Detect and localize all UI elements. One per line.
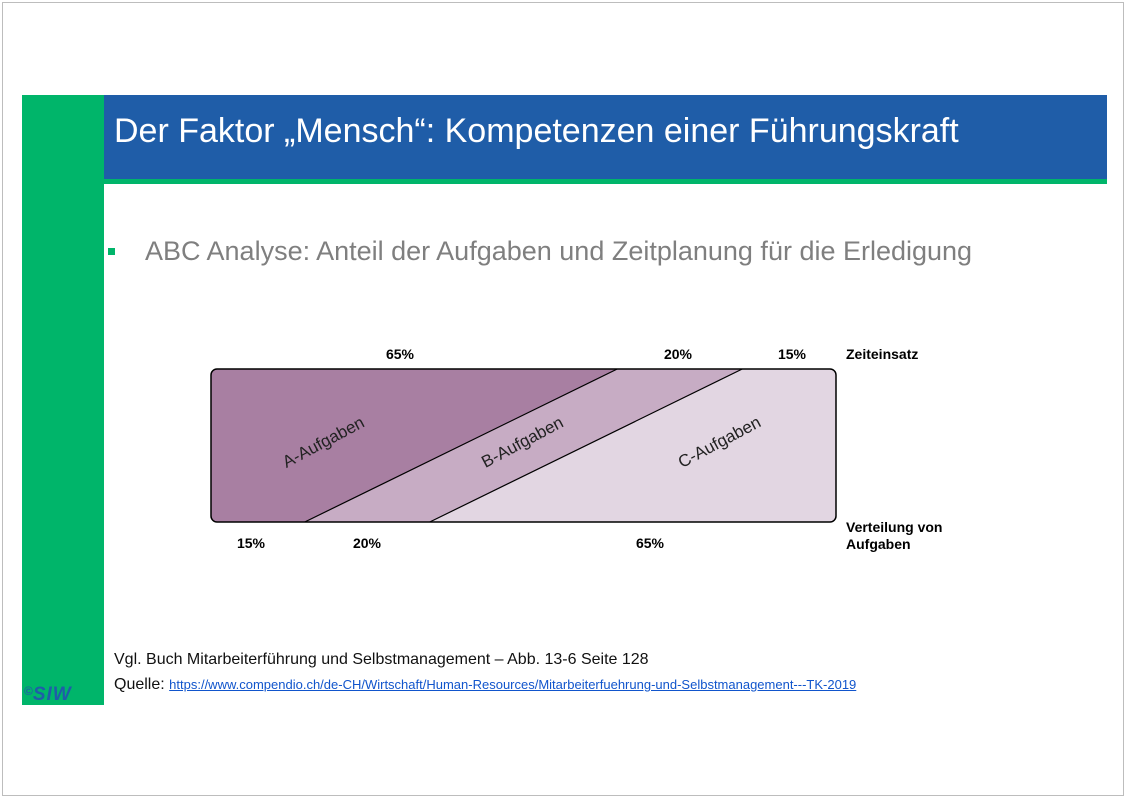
a-tasks-region bbox=[211, 369, 618, 522]
bullet-marker bbox=[108, 248, 115, 255]
diagram-border bbox=[210, 368, 837, 523]
title-bar bbox=[104, 95, 1107, 179]
siw-logo: ©SIW bbox=[24, 684, 72, 706]
zeiteinsatz-b-value: 20% bbox=[664, 346, 693, 362]
zeiteinsatz-c-value: 15% bbox=[778, 346, 807, 362]
source-label: Quelle: bbox=[114, 676, 165, 693]
verteilung-axis-label-line1: Verteilung von bbox=[846, 519, 942, 535]
source-line: Quelle: https://www.compendio.ch/de-CH/W… bbox=[114, 676, 856, 694]
verteilung-a-value: 15% bbox=[237, 535, 266, 551]
bc-divider-line bbox=[429, 368, 743, 523]
verteilung-axis-label-line2: Aufgaben bbox=[846, 536, 911, 552]
source-link[interactable]: https://www.compendio.ch/de-CH/Wirtschaf… bbox=[169, 677, 857, 692]
page-title: Der Faktor „Mensch“: Kompetenzen einer F… bbox=[114, 112, 959, 150]
zeiteinsatz-a-value: 65% bbox=[386, 346, 415, 362]
verteilung-b-value: 20% bbox=[353, 535, 382, 551]
verteilung-c-value: 65% bbox=[636, 535, 665, 551]
sidebar-accent-bar bbox=[22, 95, 104, 705]
zeiteinsatz-axis-label: Zeiteinsatz bbox=[846, 346, 918, 362]
copyright-symbol: © bbox=[24, 684, 33, 698]
book-reference: Vgl. Buch Mitarbeiterführung und Selbstm… bbox=[114, 651, 649, 668]
title-underline bbox=[104, 179, 1107, 184]
bullet-text: ABC Analyse: Anteil der Aufgaben und Zei… bbox=[145, 236, 973, 266]
logo-text: SIW bbox=[32, 684, 72, 705]
ab-divider-line bbox=[304, 368, 618, 523]
